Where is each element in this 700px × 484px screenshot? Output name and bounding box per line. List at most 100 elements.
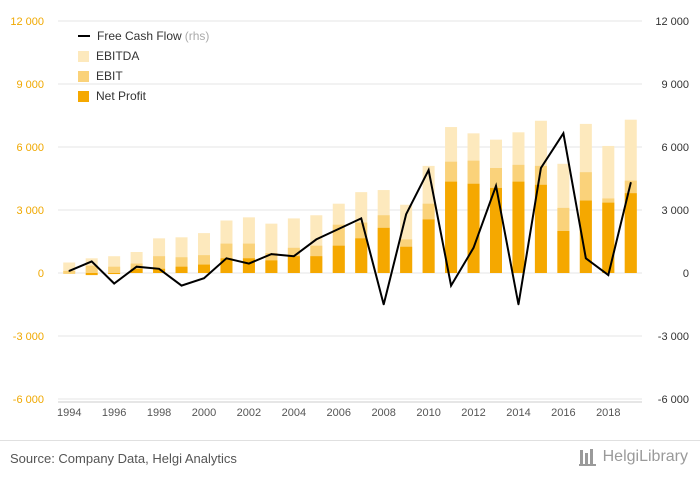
y-left-tick-label: -6 000 [13, 394, 44, 406]
brand-logo[interactable]: HelgiLibrary [578, 447, 688, 467]
legend-ebitda-label: EBITDA [96, 49, 140, 63]
net-profit-bar [490, 187, 502, 273]
legend-ebit-label: EBIT [96, 69, 123, 83]
net-profit-bar [512, 181, 525, 273]
fcf-point [337, 228, 340, 230]
net-profit-bar [310, 256, 323, 273]
fcf-point [135, 265, 138, 268]
fcf-point [225, 257, 228, 260]
x-tick-label: 2012 [461, 407, 485, 419]
fcf-point [248, 262, 250, 265]
source-text: Source: Company Data, Helgi Analytics [10, 451, 237, 466]
legend-fcf-label: Free Cash Flow [97, 29, 182, 43]
footer: Source: Company Data, Helgi Analytics He… [0, 440, 700, 484]
fcf-point [562, 132, 565, 135]
net-profit-bar [287, 256, 300, 273]
x-tick-label: 2004 [282, 407, 306, 419]
x-tick-label: 1996 [102, 407, 126, 419]
x-tick-label: 2000 [192, 407, 216, 419]
y-left-tick-label: 0 [38, 268, 44, 280]
net-profit-bar [332, 245, 345, 273]
fcf-point [517, 303, 520, 306]
fcf-point [90, 260, 93, 263]
y-right-tick-label: -3 000 [658, 331, 689, 343]
fcf-point [427, 169, 430, 171]
fcf-line [68, 130, 632, 305]
library-icon [578, 449, 596, 466]
x-tick-label: 2008 [371, 407, 395, 419]
net-profit-bar [400, 246, 413, 273]
fcf-line-swatch [78, 35, 90, 37]
fcf-point [629, 181, 632, 184]
bar-series [63, 119, 637, 276]
ebitda-swatch [78, 50, 89, 62]
x-tick-label: 2018 [596, 407, 620, 419]
fcf-point [360, 217, 363, 220]
x-tick-label: 1998 [147, 407, 171, 419]
legend: Free Cash Flow (rhs) EBITDA EBIT Net Pro… [78, 26, 209, 106]
fcf-point [382, 303, 385, 306]
y-right-tick-label: 3 000 [661, 205, 689, 217]
y-right-tick-label: 6 000 [661, 142, 689, 154]
net-profit-bar [175, 266, 188, 273]
ebit-bar [130, 263, 143, 273]
fcf-point [68, 270, 71, 272]
fcf-point [293, 255, 295, 257]
y-left-tick-label: 12 000 [10, 16, 44, 28]
fcf-point [585, 257, 587, 260]
fcf-point [203, 277, 205, 280]
net-profit-swatch [78, 90, 89, 102]
y-right-tick-label: 9 000 [661, 79, 689, 91]
y-right-tick-label: 0 [683, 268, 689, 280]
axes: -6 000 -6 000 -3 000 -3 000 0 0 3 000 3 000 6 00… [10, 16, 689, 419]
net-profit-bar [579, 200, 592, 273]
net-profit-bar [108, 273, 121, 275]
fcf-point [180, 284, 183, 287]
fcf-point [450, 284, 452, 287]
net-profit-bar [85, 273, 98, 276]
ebitda-bar [63, 262, 76, 273]
ebit-swatch [78, 70, 89, 82]
net-profit-bar [242, 258, 255, 273]
x-tick-label: 2010 [416, 407, 440, 419]
fcf-point [315, 238, 318, 241]
x-tick-label: 2002 [237, 407, 261, 419]
fcf-point [540, 167, 542, 169]
legend-item-net-profit[interactable]: Net Profit [78, 86, 209, 106]
ebit-bar [108, 266, 121, 273]
net-profit-bar [467, 183, 480, 273]
net-profit-bar [63, 273, 76, 274]
x-tick-label: 2006 [327, 407, 351, 419]
net-profit-bar [602, 202, 615, 273]
net-profit-bar [355, 238, 368, 273]
fcf-line-series [68, 130, 632, 306]
net-profit-bar [624, 193, 637, 273]
fcf-point [472, 247, 475, 249]
legend-item-ebitda[interactable]: EBITDA [78, 46, 209, 66]
net-profit-bar [445, 181, 458, 273]
brand-name: HelgiLibrary [602, 448, 688, 465]
net-profit-bar [198, 264, 210, 273]
x-tick-label: 2016 [551, 407, 575, 419]
legend-net-profit-label: Net Profit [96, 89, 147, 103]
y-left-tick-label: 6 000 [16, 142, 44, 154]
x-tick-label: 1994 [57, 407, 81, 419]
net-profit-bar [153, 268, 166, 273]
x-tick-label: 2014 [506, 407, 530, 419]
ebit-bar [63, 270, 76, 273]
fcf-point [495, 185, 497, 187]
net-profit-bar [534, 184, 547, 273]
y-right-tick-label: 12 000 [655, 16, 689, 28]
fcf-point [113, 282, 115, 285]
chart-svg: -6 000 -6 000 -3 000 -3 000 0 0 3 000 3 000 6 00… [10, 16, 689, 419]
net-profit-bar [422, 219, 435, 273]
y-left-tick-label: 9 000 [16, 79, 44, 91]
fcf-point [158, 268, 160, 270]
net-profit-bar [377, 227, 390, 273]
legend-item-ebit[interactable]: EBIT [78, 66, 209, 86]
legend-item-fcf[interactable]: Free Cash Flow (rhs) [78, 26, 209, 46]
legend-fcf-note: (rhs) [184, 29, 210, 43]
fcf-point [607, 274, 610, 276]
y-right-tick-label: -6 000 [658, 394, 689, 406]
